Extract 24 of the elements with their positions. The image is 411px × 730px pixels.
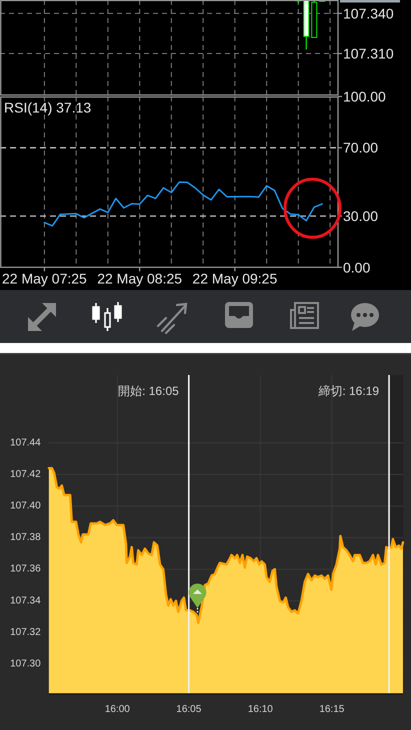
y-tick-label: 107.340	[343, 5, 394, 22]
y-tick-label: 107.40	[10, 500, 42, 512]
y-tick-label: 107.44	[10, 437, 42, 448]
x-tick-label: 16:05	[176, 704, 202, 715]
x-tick-label: 16:00	[104, 704, 130, 715]
y-tick-label: 107.30	[10, 658, 42, 670]
y-tick-label: 107.36	[10, 564, 42, 575]
x-tick-label: 22 May 09:25	[192, 270, 278, 286]
y-tick-label: 107.32	[10, 626, 42, 638]
x-tick-label: 22 May 08:25	[97, 270, 182, 286]
y-tick-label: 30.00	[343, 208, 378, 224]
x-tick-label: 16:10	[248, 704, 274, 715]
y-tick-label: 0.00	[343, 259, 370, 276]
y-tick-label: 100.00	[343, 88, 386, 104]
ref-line-label: 締切: 16:19	[317, 384, 380, 398]
y-tick-label: 107.42	[10, 468, 42, 480]
ref-line-label: 開始: 16:05	[118, 384, 180, 398]
x-tick-label: 22 May 07:25	[2, 270, 88, 286]
y-tick-label: 107.38	[10, 532, 42, 544]
y-tick-label: 70.00	[343, 140, 378, 156]
x-tick-label: 16:15	[319, 704, 345, 715]
y-tick-label: 107.310	[343, 46, 394, 62]
chart-title: RSI(14) 37.13	[4, 100, 92, 116]
y-tick-label: 107.34	[10, 595, 42, 606]
